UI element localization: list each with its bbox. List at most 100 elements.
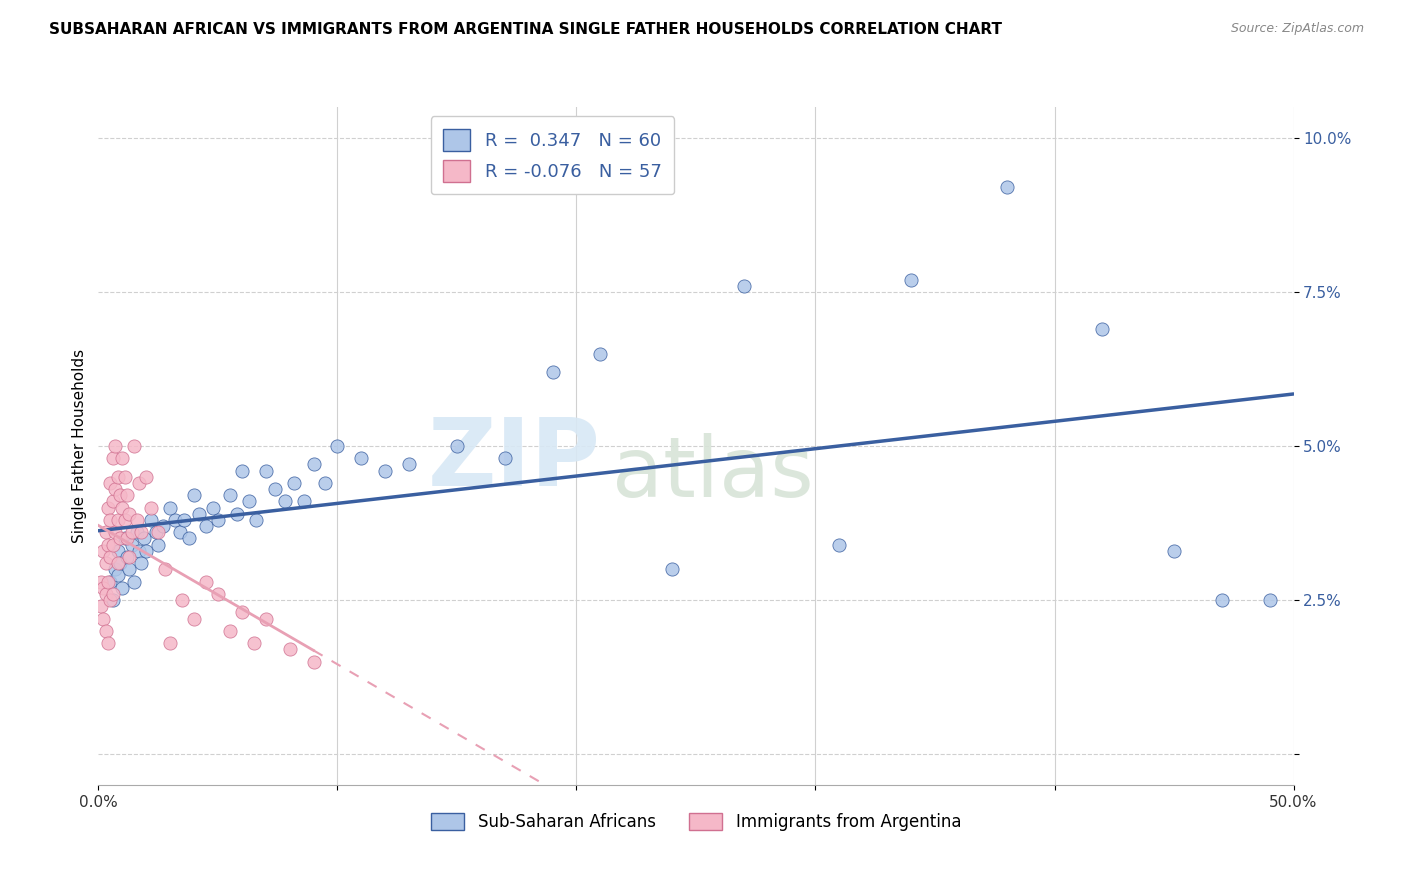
Point xyxy=(264,482,287,496)
Point xyxy=(98,574,122,589)
Point xyxy=(494,451,516,466)
Point xyxy=(125,513,148,527)
Point xyxy=(118,562,141,576)
Point xyxy=(283,475,305,490)
Point xyxy=(828,538,851,552)
Point xyxy=(111,500,134,515)
Point xyxy=(135,470,157,484)
Point xyxy=(124,574,146,589)
Point xyxy=(589,346,612,360)
Point xyxy=(121,538,143,552)
Point xyxy=(238,494,260,508)
Point xyxy=(104,439,127,453)
Point xyxy=(97,500,120,515)
Point xyxy=(114,532,136,546)
Point xyxy=(179,532,201,546)
Point xyxy=(995,180,1018,194)
Point xyxy=(195,519,218,533)
Point xyxy=(183,611,205,625)
Point xyxy=(107,543,129,558)
Point xyxy=(97,636,120,650)
Point xyxy=(254,611,277,625)
Point xyxy=(163,513,186,527)
Point xyxy=(350,451,373,466)
Point xyxy=(733,278,755,293)
Point xyxy=(302,458,325,472)
Point xyxy=(94,587,117,601)
Point xyxy=(108,488,131,502)
Y-axis label: Single Father Households: Single Father Households xyxy=(72,349,87,543)
Point xyxy=(231,464,253,478)
Point xyxy=(398,458,420,472)
Point xyxy=(98,593,122,607)
Point xyxy=(152,519,174,533)
Point xyxy=(108,556,131,570)
Point xyxy=(231,606,253,620)
Point xyxy=(128,475,150,490)
Point xyxy=(91,581,114,595)
Point xyxy=(245,513,267,527)
Point xyxy=(114,513,136,527)
Point xyxy=(148,525,170,540)
Point xyxy=(115,549,138,564)
Point xyxy=(91,611,114,625)
Point xyxy=(155,562,177,576)
Point xyxy=(131,525,153,540)
Point xyxy=(226,507,249,521)
Point xyxy=(374,464,396,478)
Point xyxy=(111,581,134,595)
Point xyxy=(104,482,127,496)
Point xyxy=(173,513,195,527)
Point xyxy=(148,538,170,552)
Point xyxy=(274,494,297,508)
Point xyxy=(219,488,242,502)
Point xyxy=(131,556,153,570)
Point xyxy=(195,574,218,589)
Point xyxy=(107,568,129,582)
Point xyxy=(292,494,315,508)
Point xyxy=(118,507,141,521)
Point xyxy=(104,562,127,576)
Point xyxy=(94,556,117,570)
Point xyxy=(90,599,112,614)
Point xyxy=(115,488,138,502)
Point xyxy=(101,587,124,601)
Point xyxy=(125,525,148,540)
Point xyxy=(139,500,162,515)
Point xyxy=(159,500,181,515)
Text: atlas: atlas xyxy=(613,433,814,514)
Point xyxy=(132,532,155,546)
Point xyxy=(101,593,124,607)
Point xyxy=(254,464,277,478)
Legend: Sub-Saharan Africans, Immigrants from Argentina: Sub-Saharan Africans, Immigrants from Ar… xyxy=(425,806,967,838)
Point xyxy=(1091,322,1114,336)
Text: ZIP: ZIP xyxy=(427,414,600,506)
Point xyxy=(187,507,209,521)
Point xyxy=(107,470,129,484)
Point xyxy=(1211,593,1233,607)
Point xyxy=(97,538,120,552)
Point xyxy=(98,475,122,490)
Point xyxy=(90,574,112,589)
Point xyxy=(243,636,266,650)
Point xyxy=(114,470,136,484)
Point xyxy=(135,543,157,558)
Point xyxy=(202,500,225,515)
Point xyxy=(97,574,120,589)
Point xyxy=(118,549,141,564)
Point xyxy=(278,642,301,657)
Point xyxy=(326,439,349,453)
Point xyxy=(107,556,129,570)
Point xyxy=(111,451,134,466)
Point xyxy=(1258,593,1281,607)
Point xyxy=(302,655,325,669)
Point xyxy=(661,562,683,576)
Point xyxy=(900,272,922,286)
Point xyxy=(91,543,114,558)
Point xyxy=(128,543,150,558)
Point xyxy=(98,549,122,564)
Point xyxy=(207,587,229,601)
Point xyxy=(108,532,131,546)
Point xyxy=(101,494,124,508)
Point xyxy=(107,513,129,527)
